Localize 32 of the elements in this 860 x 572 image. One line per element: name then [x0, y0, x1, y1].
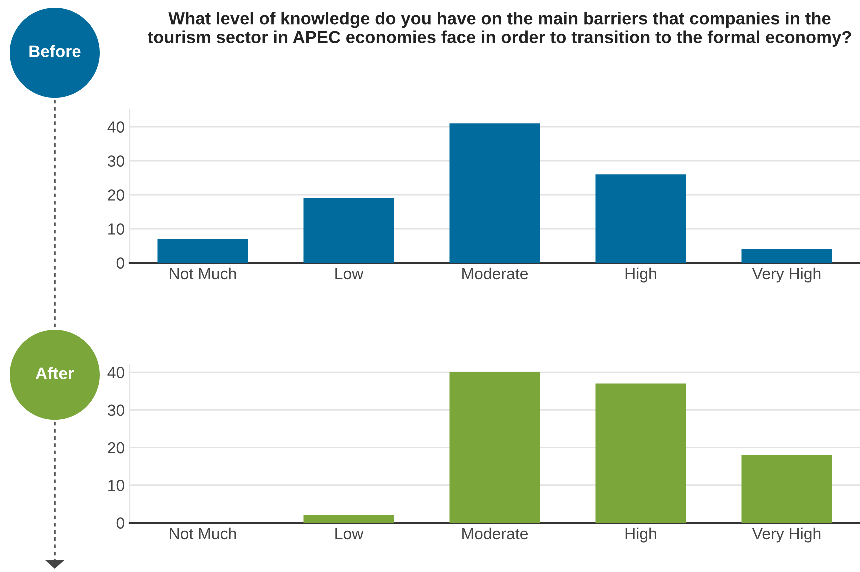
bar	[596, 384, 686, 523]
y-tick-label: 30	[108, 156, 125, 167]
y-tick-label: 10	[108, 480, 125, 492]
bar	[742, 455, 832, 523]
bar	[304, 198, 394, 263]
bar	[158, 239, 248, 263]
x-tick-label: Very High	[752, 268, 821, 283]
x-tick-label: Low	[336, 268, 364, 280]
y-tick-label: 0	[116, 258, 125, 269]
text: After	[36, 367, 74, 380]
y-tick-label: 20	[108, 190, 125, 201]
x-tick-label: High	[626, 528, 656, 543]
y-tick-label: 20	[108, 442, 125, 454]
bar	[304, 515, 394, 523]
bar	[450, 372, 540, 523]
x-tick-label: Moderate	[462, 268, 528, 280]
text: Before	[30, 45, 81, 58]
y-tick-label: 40	[108, 367, 125, 378]
x-tick-label: Not Much	[170, 268, 236, 280]
x-tick-label: Not Much	[170, 528, 236, 540]
x-tick-label: Low	[336, 528, 364, 540]
x-tick-label: Moderate	[462, 528, 528, 540]
x-tick-label: Very High	[752, 528, 821, 543]
y-tick-label: 40	[108, 122, 125, 133]
bar	[742, 249, 832, 263]
x-tick-label: High	[626, 268, 656, 283]
bar	[596, 174, 686, 263]
chart-title: What level of knowledge do you have on the main barriers that companies in the tourism sector in APEC economies face in order to transition to the formal economy?	[148, 12, 852, 47]
y-tick-label: 30	[108, 404, 125, 416]
bar	[450, 124, 540, 263]
y-tick-label: 10	[108, 224, 125, 235]
y-tick-label: 0	[116, 518, 125, 529]
